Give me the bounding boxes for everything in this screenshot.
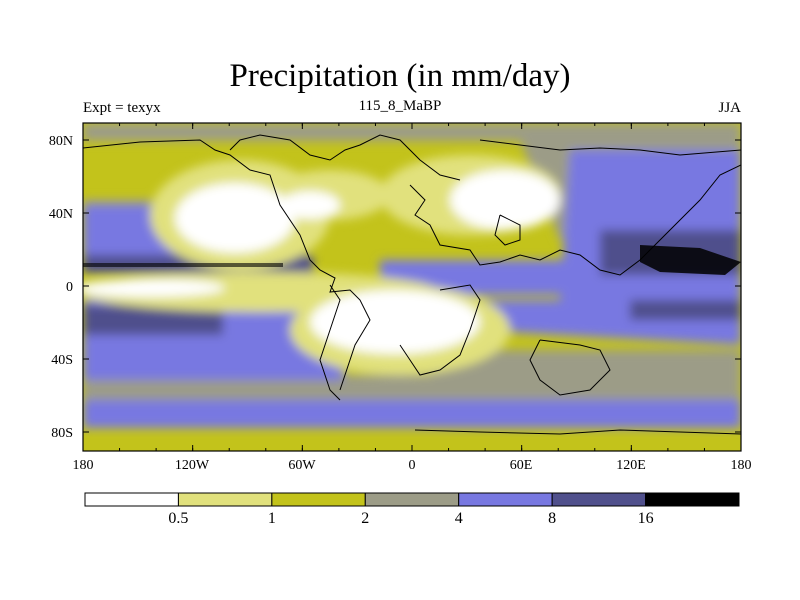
lon-label-120e: 120E	[616, 458, 646, 473]
colorbar-swatch	[84, 492, 179, 507]
axis-ticks	[82, 123, 742, 451]
lon-label-180w: 180	[73, 458, 94, 473]
lat-label-40n: 40N	[49, 207, 73, 222]
colorbar-label: 0.5	[168, 510, 188, 527]
colorbar-swatch	[645, 492, 740, 507]
lon-label-180e: 180	[731, 458, 752, 473]
colorbar-swatch	[458, 492, 553, 507]
lon-label-60w: 60W	[288, 458, 316, 473]
colorbar-label: 8	[548, 510, 556, 527]
colorbar-label: 4	[455, 510, 463, 527]
colorbar-label: 2	[361, 510, 369, 527]
lat-label-80n: 80N	[49, 134, 73, 149]
colorbar-label: 1	[268, 510, 276, 527]
colorbar-swatch	[177, 492, 273, 507]
axis-labels: 80N 40N 0 40S 80S 180 120W 60W 0 60E 120…	[49, 134, 752, 473]
map-title: Precipitation (in mm/day)	[229, 58, 571, 94]
coastlines	[83, 134, 741, 435]
lat-label-40s: 40S	[51, 353, 73, 368]
lon-label-0: 0	[409, 458, 416, 473]
lat-label-eq: 0	[66, 280, 73, 295]
colorbar-swatch	[551, 492, 647, 507]
time-period-label: 115_8_MaBP	[358, 98, 442, 114]
precip-field	[83, 123, 741, 451]
season-label: JJA	[718, 100, 741, 116]
lon-label-120w: 120W	[175, 458, 210, 473]
colorbar-label: 16	[638, 510, 654, 527]
experiment-label: Expt = texyx	[83, 100, 161, 116]
colorbar-swatch	[364, 492, 460, 507]
colorbar-swatch	[271, 492, 366, 507]
colorbar: 0.5 1 2 4 8 16	[84, 492, 740, 527]
lat-label-80s: 80S	[51, 426, 73, 441]
lon-label-60e: 60E	[510, 458, 533, 473]
